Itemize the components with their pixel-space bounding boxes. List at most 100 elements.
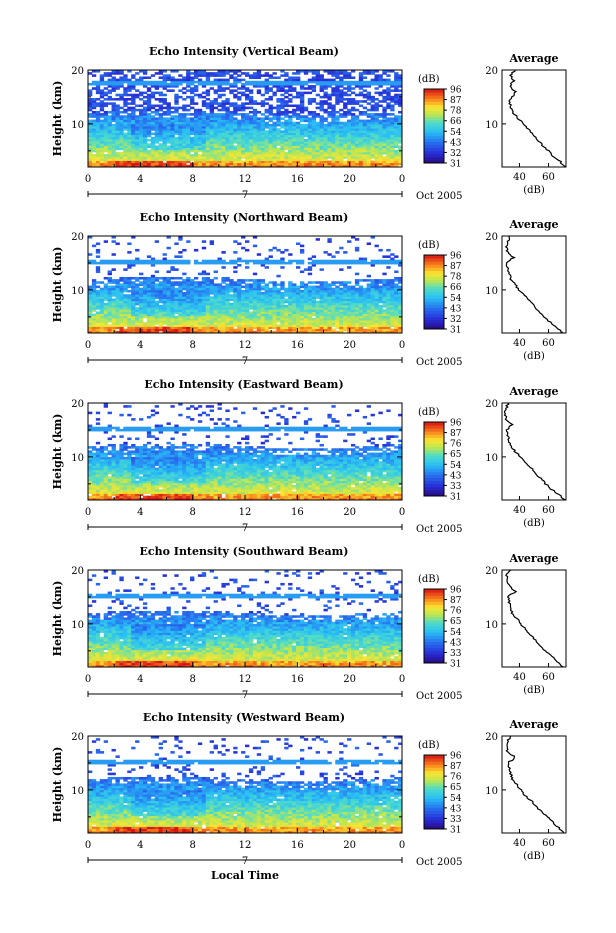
heatmap-cell [194, 94, 198, 97]
heatmap-cell [123, 109, 127, 112]
heatmap-cell [88, 113, 92, 116]
heatmap-cell [182, 273, 186, 276]
heatmap-cell [269, 281, 273, 284]
heatmap-cell [155, 98, 159, 101]
heatmap-cell [210, 81, 214, 84]
heatmap-cell [127, 242, 131, 245]
heatmap-cell [292, 104, 296, 107]
heatmap-cell [241, 247, 245, 250]
heatmap-cell [331, 255, 335, 258]
heatmap-cell [131, 94, 135, 97]
heatmap-cell [221, 79, 225, 82]
heatmap-cell [210, 279, 214, 282]
heatmap-cell [304, 124, 308, 127]
heatmap-cell [214, 113, 218, 116]
heatmap-cell [151, 133, 155, 136]
heatmap-cell [269, 104, 273, 107]
heatmap-cell [280, 98, 284, 101]
average-title: Average [508, 52, 558, 65]
heatmap-cell [182, 260, 186, 263]
heatmap-cell [112, 98, 116, 101]
heatmap-cell [92, 74, 96, 77]
heatmap-cell [139, 104, 143, 107]
colorbar-swatch [424, 151, 444, 155]
heatmap-cell [261, 292, 265, 295]
heatmap-cell [190, 72, 194, 75]
heatmap-cell [186, 109, 190, 112]
heatmap-cell [284, 262, 288, 265]
heatmap-cell [233, 251, 237, 254]
heatmap-cell [123, 294, 127, 297]
heatmap-cell [112, 240, 116, 243]
heatmap-cell [123, 98, 127, 101]
heatmap-cell [324, 92, 328, 95]
heatmap-cell [167, 83, 171, 86]
colorbar-unit: (dB) [418, 74, 440, 85]
heatmap-cell [229, 260, 233, 263]
heatmap-cell [245, 279, 249, 282]
heatmap-cell [276, 283, 280, 286]
heatmap-cell [335, 281, 339, 284]
heatmap-cell [378, 92, 382, 95]
heatmap-cell [375, 245, 379, 248]
heatmap-cell [355, 260, 359, 263]
heatmap-cell [280, 281, 284, 284]
heatmap-cell [202, 111, 206, 114]
heatmap-cell [272, 81, 276, 84]
heatmap-cell [292, 72, 296, 75]
heatmap-cell [163, 107, 167, 110]
heatmap-cell [253, 109, 257, 112]
heatmap-cell [221, 286, 225, 289]
heatmap-cell [355, 94, 359, 97]
heatmap-cell [206, 277, 210, 280]
heatmap-cell [371, 279, 375, 282]
heatmap-cell [347, 72, 351, 75]
heatmap-cell [351, 87, 355, 90]
colorbar-swatch [424, 92, 444, 96]
heatmap-cell [355, 247, 359, 250]
heatmap-cell [135, 104, 139, 107]
heatmap-cell [355, 273, 359, 276]
heatmap-cell [147, 260, 151, 263]
heatmap-cell [202, 81, 206, 84]
heatmap-cell [92, 120, 96, 123]
heatmap-cell [253, 81, 257, 84]
average-y-tick-label: 10 [485, 120, 498, 131]
heatmap-cell [316, 301, 320, 304]
heatmap-cell [351, 286, 355, 289]
heatmap-cell [147, 81, 151, 84]
heatmap-cell [312, 76, 316, 79]
heatmap-cell [292, 260, 296, 263]
heatmap-cell [347, 120, 351, 123]
heatmap-cell [92, 87, 96, 90]
heatmap-cell [249, 74, 253, 77]
average-y-tick-label: 20 [485, 66, 498, 77]
heatmap-cell [123, 260, 127, 263]
heatmap-cell [312, 98, 316, 101]
heatmap-cell [331, 79, 335, 82]
heatmap-cell [343, 102, 347, 105]
heatmap-cell [276, 249, 280, 252]
heatmap-cell [347, 98, 351, 101]
heatmap-cell [170, 266, 174, 269]
heatmap-cell [249, 111, 253, 114]
heatmap-cell [351, 107, 355, 110]
heatmap-cell [331, 281, 335, 284]
heatmap-cell [92, 314, 96, 317]
heatmap-cell [241, 102, 245, 105]
heatmap-cell [308, 111, 312, 114]
heatmap-cell [178, 281, 182, 284]
heatmap-cell [229, 111, 233, 114]
heatmap-cell [210, 87, 214, 90]
heatmap-cell [88, 120, 92, 123]
heatmap-cell [151, 137, 155, 140]
heatmap-cell [284, 109, 288, 112]
heatmap-cell [88, 286, 92, 289]
heatmap-cell [300, 92, 304, 95]
heatmap-cell [296, 113, 300, 116]
heatmap-cell [331, 329, 335, 332]
heatmap-cell [190, 137, 194, 140]
heatmap-cell [190, 113, 194, 116]
heatmap-cell [386, 79, 390, 82]
